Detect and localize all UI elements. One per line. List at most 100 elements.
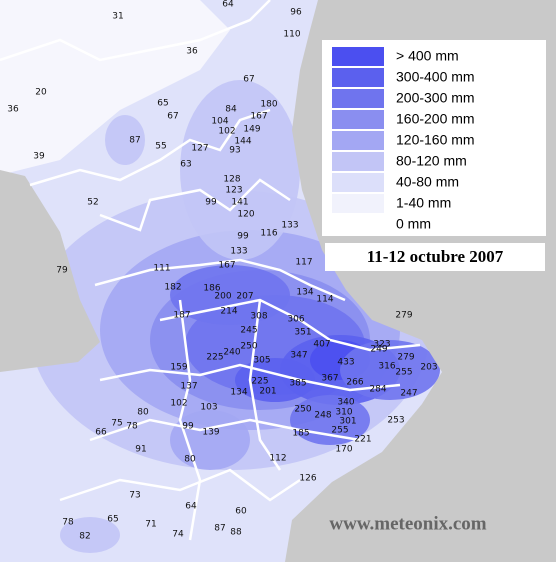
station-value: 367 [321, 374, 338, 384]
legend-label: 80-120 mm [396, 153, 467, 169]
station-value: 214 [220, 307, 237, 317]
station-value: 84 [225, 105, 237, 115]
rain-area [340, 340, 440, 400]
station-value: 117 [295, 258, 312, 268]
station-value: 347 [290, 351, 307, 361]
station-value: 112 [269, 454, 286, 464]
station-value: 52 [87, 198, 98, 208]
station-value: 120 [237, 210, 254, 220]
dry-area [0, 0, 230, 175]
legend-label: 0 mm [396, 216, 431, 232]
station-value: 407 [313, 340, 330, 350]
station-value: 340 [337, 398, 354, 408]
legend-swatch [332, 110, 384, 129]
station-value: 20 [35, 88, 47, 98]
station-value: 308 [250, 312, 267, 322]
station-value: 116 [260, 229, 277, 239]
station-value: 87 [214, 524, 225, 534]
station-value: 79 [56, 266, 68, 276]
station-value: 63 [180, 160, 191, 170]
station-value: 128 [223, 175, 240, 185]
station-value: 207 [236, 292, 253, 302]
station-value: 255 [395, 368, 412, 378]
station-value: 78 [62, 518, 74, 528]
station-value: 110 [283, 30, 300, 40]
legend-label: 160-200 mm [396, 111, 475, 127]
station-value: 65 [157, 99, 168, 109]
station-value: 245 [240, 326, 257, 336]
station-value: 305 [253, 356, 270, 366]
station-value: 55 [155, 142, 166, 152]
title: 11-12 octubre 2007 [367, 247, 504, 266]
station-value: 323 [373, 340, 390, 350]
station-value: 88 [230, 528, 242, 538]
station-value: 93 [229, 146, 240, 156]
station-value: 279 [397, 353, 414, 363]
station-value: 64 [185, 502, 197, 512]
station-value: 123 [225, 186, 242, 196]
station-value: 65 [107, 515, 118, 525]
station-value: 201 [259, 387, 276, 397]
legend-swatch [332, 131, 384, 150]
station-value: 133 [230, 247, 247, 257]
station-value: 249 [370, 345, 387, 355]
station-value: 266 [346, 378, 363, 388]
legend-swatch [332, 194, 384, 213]
station-value: 73 [129, 491, 140, 501]
station-value: 247 [400, 389, 417, 399]
station-value: 185 [292, 429, 309, 439]
station-value: 310 [335, 408, 352, 418]
station-value: 187 [173, 311, 190, 321]
station-value: 225 [251, 377, 268, 387]
station-value: 71 [145, 520, 156, 530]
station-value: 78 [126, 422, 138, 432]
station-value: 87 [129, 136, 140, 146]
station-value: 159 [170, 363, 187, 373]
station-value: 104 [211, 117, 228, 127]
station-value: 149 [243, 125, 260, 135]
station-value: 67 [167, 112, 178, 122]
station-value: 39 [33, 152, 45, 162]
station-value: 385 [289, 379, 306, 389]
station-value: 284 [369, 385, 386, 395]
legend-label: 40-80 mm [396, 174, 459, 190]
station-value: 433 [337, 358, 354, 368]
station-value: 80 [137, 408, 149, 418]
station-value: 137 [180, 382, 197, 392]
station-value: 82 [79, 532, 90, 542]
station-value: 141 [231, 198, 248, 208]
station-value: 167 [250, 112, 267, 122]
title-box [325, 243, 545, 271]
station-value: 126 [299, 474, 316, 484]
station-value: 250 [240, 342, 257, 352]
station-value: 351 [294, 328, 311, 338]
station-value: 139 [202, 428, 219, 438]
station-value: 279 [395, 311, 412, 321]
station-value: 31 [112, 12, 123, 22]
station-value: 182 [164, 283, 181, 293]
station-value: 36 [7, 105, 19, 115]
station-value: 114 [316, 295, 333, 305]
station-value: 306 [287, 315, 304, 325]
station-value: 167 [218, 261, 235, 271]
station-value: 99 [205, 198, 217, 208]
station-value: 180 [260, 100, 277, 110]
station-value: 103 [200, 403, 217, 413]
legend-swatch [332, 89, 384, 108]
station-value: 203 [420, 363, 437, 373]
rain-area [105, 115, 145, 165]
rain-area [60, 517, 120, 553]
station-value: 134 [230, 388, 247, 398]
station-value: 102 [170, 399, 187, 409]
station-value: 64 [222, 0, 234, 10]
station-value: 74 [172, 530, 184, 540]
legend-label: 1-40 mm [396, 195, 451, 211]
station-value: 96 [290, 8, 302, 18]
rain-area [180, 80, 300, 260]
station-value: 253 [387, 416, 404, 426]
station-value: 127 [191, 144, 208, 154]
legend-label: 300-400 mm [396, 69, 475, 85]
station-value: 60 [235, 507, 247, 517]
legend-swatch [332, 152, 384, 171]
station-value: 99 [237, 232, 249, 242]
